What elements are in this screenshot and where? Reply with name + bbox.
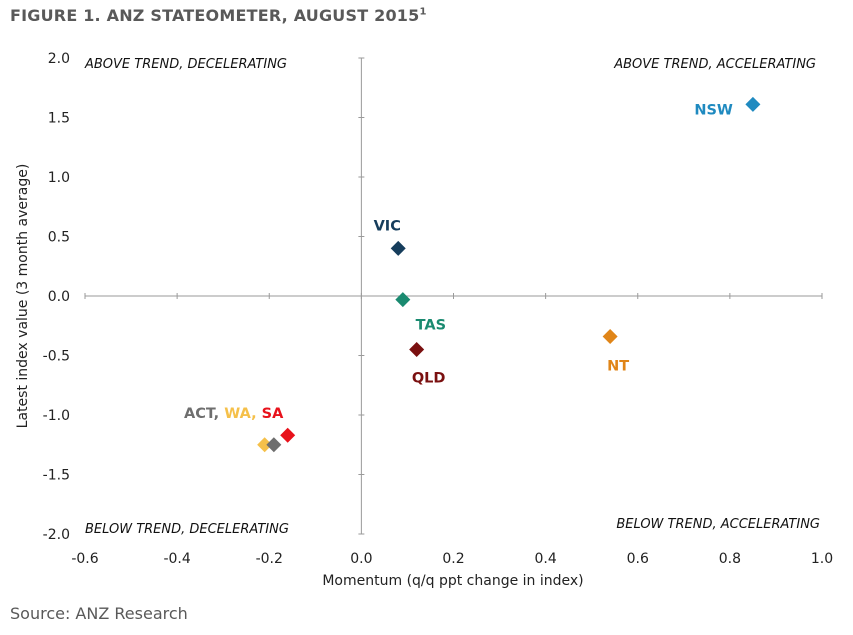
point-qld: [409, 342, 425, 358]
y-tick-label: 2.0: [48, 51, 70, 67]
x-tick-label: 1.0: [811, 551, 833, 567]
chart-title: FIGURE 1. ANZ STATEOMETER, AUGUST 20151: [10, 6, 427, 25]
x-tick-label: 0.6: [627, 551, 649, 567]
point-act: [266, 437, 282, 453]
x-tick-label: 0.2: [442, 551, 464, 567]
point-sa: [280, 427, 296, 443]
point-labels: NSW VIC TAS QLD NT ACT, WA, SA: [184, 102, 733, 422]
y-tick-label: -2.0: [43, 527, 70, 543]
tick-labels: -0.6 -0.4 -0.2 0.0 0.2 0.4 0.6 0.8 1.0 2.0 1.5 1.0 0…: [43, 51, 833, 567]
quadrant-label-bottom-left: BELOW TREND, DECELERATING: [85, 522, 289, 537]
y-tick-label: 1.5: [48, 111, 70, 127]
label-part: WA,: [224, 406, 261, 422]
point-nsw: [745, 96, 761, 112]
y-tick-label: -1.0: [43, 408, 70, 424]
y-axis-title: Latest index value (3 month average): [15, 164, 31, 429]
y-tick-label: 1.0: [48, 170, 70, 186]
quadrant-label-top-left: ABOVE TREND, DECELERATING: [84, 57, 287, 72]
x-tick-label: 0.4: [534, 551, 556, 567]
label-tas: TAS: [416, 318, 446, 334]
label-nsw: NSW: [694, 102, 733, 118]
y-tick-label: -0.5: [43, 349, 70, 365]
point-tas: [395, 292, 411, 308]
y-tick-label: 0.0: [48, 289, 70, 305]
label-act-wa-sa: ACT, WA, SA: [184, 406, 284, 422]
x-axis-title: Momentum (q/q ppt change in index): [322, 573, 583, 589]
label-part: SA: [262, 406, 284, 422]
axes: [84, 57, 823, 535]
data-points: [257, 96, 761, 453]
label-nt: NT: [607, 358, 629, 374]
point-wa: [257, 437, 273, 453]
x-tick-label: -0.4: [163, 551, 190, 567]
title-footnote-marker: 1: [419, 6, 427, 18]
x-tick-label: -0.2: [256, 551, 283, 567]
source-note: Source: ANZ Research: [10, 604, 188, 623]
label-qld: QLD: [412, 371, 446, 387]
label-vic: VIC: [374, 218, 401, 234]
chart-title-text: FIGURE 1. ANZ STATEOMETER, AUGUST 2015: [10, 6, 420, 25]
x-tick-label: -0.6: [71, 551, 98, 567]
label-part: ACT,: [184, 406, 224, 422]
x-tick-label: 0.0: [350, 551, 372, 567]
scatter-chart: -0.6 -0.4 -0.2 0.0 0.2 0.4 0.6 0.8 1.0 2.0 1.5 1.0 0…: [15, 51, 833, 589]
quadrant-labels: ABOVE TREND, DECELERATING ABOVE TREND, AC…: [84, 57, 820, 537]
quadrant-label-bottom-right: BELOW TREND, ACCELERATING: [616, 517, 820, 532]
point-vic: [390, 240, 406, 256]
point-nt: [602, 328, 618, 344]
quadrant-label-top-right: ABOVE TREND, ACCELERATING: [613, 57, 816, 72]
y-tick-label: -1.5: [43, 468, 70, 484]
x-tick-label: 0.8: [719, 551, 741, 567]
y-tick-label: 0.5: [48, 230, 70, 246]
